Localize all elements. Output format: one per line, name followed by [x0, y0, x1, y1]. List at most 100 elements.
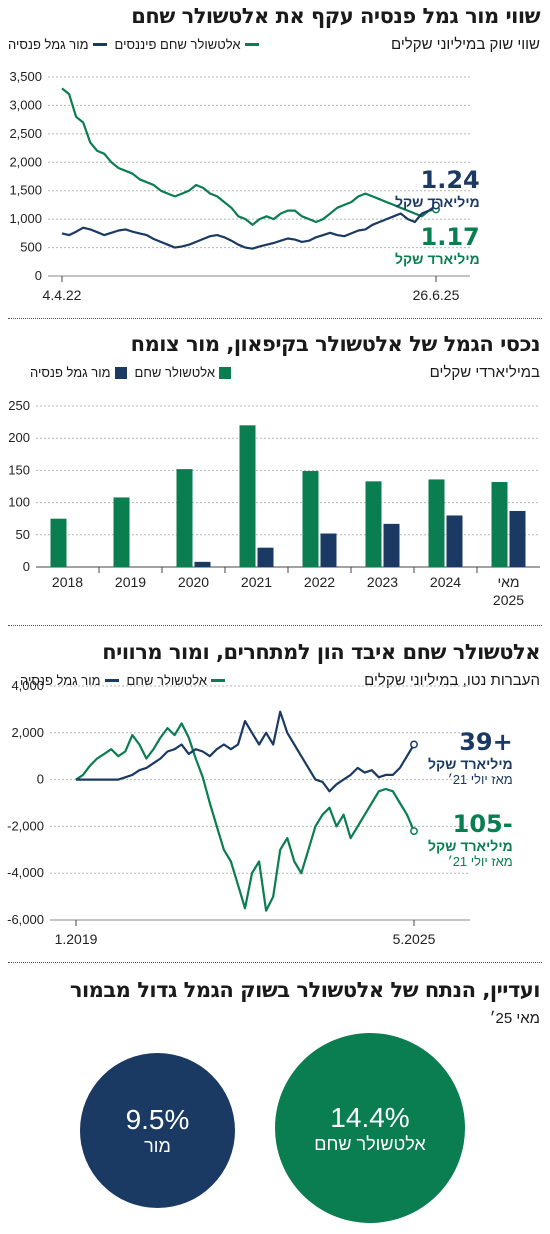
- bar: [446, 515, 463, 567]
- y-tick-label: 1,000: [9, 211, 42, 226]
- chart1-legend: אלטשולר שחם פיננסים מור גמל פנסיה: [8, 37, 259, 52]
- x-tick-label: 2019: [115, 574, 146, 590]
- chart1-title: שווי מור גמל פנסיה עקף את אלטשולר שחם: [131, 4, 540, 28]
- chart2-legend-mor: מור גמל פנסיה: [30, 365, 127, 380]
- series-end-marker: [410, 827, 418, 836]
- legend-swatch-icon: [104, 679, 119, 682]
- legend-label: מור גמל פנסיה: [8, 37, 89, 52]
- bar: [176, 469, 193, 567]
- chart3-annotation-mor: +39 מיליארד שקל מאז יולי 21׳: [428, 728, 513, 787]
- legend-swatch-icon: [92, 43, 107, 46]
- x-tick-label: 2024: [430, 574, 461, 590]
- y-tick-label: 3,000: [9, 97, 42, 112]
- x-tick-label: 2021: [241, 574, 272, 590]
- chart3-subtitle: העברות נטו, במיליוני שקלים: [364, 672, 540, 689]
- share-name: מור: [144, 1136, 171, 1156]
- x-tick-label: 2022: [304, 574, 335, 590]
- y-tick-label: 1,500: [9, 183, 42, 198]
- y-tick-label: 0: [35, 268, 42, 283]
- legend-label: מור גמל פנסיה: [30, 365, 111, 380]
- legend-label: אלטשולר שחם פיננסים: [114, 37, 241, 52]
- x-tick-label: 26.6.25: [413, 287, 460, 303]
- series-end-marker: [432, 201, 440, 210]
- y-tick-label: 2,000: [11, 725, 44, 740]
- chart4-subtitle: מאי 25׳: [489, 1010, 540, 1027]
- legend-swatch-icon: [211, 679, 225, 682]
- bar: [50, 518, 67, 567]
- chart1-annotation-mor: 1.24 מיליארד שקל: [395, 166, 480, 210]
- bar: [509, 510, 526, 567]
- section-divider: [8, 318, 542, 319]
- x-tick-label: 2023: [367, 574, 398, 590]
- annotation-unit: מיליארד שקל: [428, 838, 513, 854]
- x-tick-label: 5.2025: [393, 931, 436, 947]
- series-line: [61, 87, 437, 226]
- y-tick-label: 2,000: [9, 154, 42, 169]
- chart3-annotation-altshuler: -105 מיליארד שקל מאז יולי 21׳: [428, 810, 513, 869]
- x-tick-label: 2020: [178, 574, 209, 590]
- section-divider: [8, 625, 542, 626]
- legend-swatch-icon: [114, 366, 127, 379]
- share-name: אלטשולר שחם: [314, 1133, 426, 1154]
- y-tick-label: 200: [8, 430, 30, 445]
- bar: [383, 523, 400, 567]
- bar: [239, 425, 256, 567]
- annotation-value: +39: [459, 728, 513, 756]
- bar: [194, 561, 211, 567]
- x-tick-label: מאי: [497, 574, 519, 590]
- share-value: 9.5%: [125, 1104, 190, 1135]
- chart2-subtitle: במיליארדי שקלים: [429, 364, 540, 381]
- annotation-since: מאז יולי 21׳: [447, 854, 513, 869]
- x-tick-label: 1.2019: [55, 931, 98, 947]
- chart1-legend-mor: מור גמל פנסיה: [8, 37, 107, 52]
- legend-label: מור גמל פנסיה: [20, 673, 101, 688]
- y-tick-label: 3,500: [9, 69, 42, 84]
- annotation-value: 1.17: [420, 223, 480, 251]
- legend-label: אלטשולר שחם: [126, 673, 207, 688]
- bar: [491, 481, 508, 567]
- annotation-unit: מיליארד שקל: [395, 194, 480, 210]
- legend-swatch-icon: [219, 366, 231, 379]
- chart1-subtitle: שווי שוק במיליוני שקלים: [391, 36, 540, 53]
- chart3-legend-altshuler: אלטשולר שחם: [127, 673, 225, 688]
- bar: [113, 497, 130, 567]
- y-tick-label: 150: [8, 462, 30, 477]
- y-tick-label: -2,000: [7, 818, 44, 833]
- annotation-unit: מיליארד שקל: [395, 251, 480, 267]
- y-tick-label: -6,000: [7, 912, 44, 927]
- section-divider: [8, 962, 542, 963]
- bar: [320, 533, 337, 567]
- chart2-legend-altshuler: אלטשולר שחם: [135, 365, 231, 380]
- chart3-legend: אלטשולר שחם מור גמל פנסיה: [20, 673, 225, 688]
- chart1-annotation-altshuler: 1.17 מיליארד שקל: [395, 223, 480, 267]
- x-tick-label: 2025: [493, 592, 524, 608]
- annotation-value: -105: [452, 810, 513, 838]
- y-tick-label: 500: [20, 240, 42, 255]
- y-tick-label: 0: [37, 772, 44, 787]
- chart3-plot: 4,000 2,000 0 -2,000 -4,000 -6,000 1.2019 5.202…: [7, 680, 470, 947]
- annotation-unit: מיליארד שקל: [428, 756, 513, 772]
- y-tick-label: 100: [8, 495, 30, 510]
- annotation-since: מאז יולי 21׳: [447, 772, 513, 787]
- y-tick-label: 50: [16, 527, 30, 542]
- bar: [302, 471, 319, 567]
- series-line: [76, 710, 415, 793]
- chart1-legend-altshuler: אלטשולר שחם פיננסים: [115, 37, 259, 52]
- x-tick-label: 2018: [52, 574, 83, 590]
- series-end-marker: [410, 740, 418, 749]
- y-tick-label: 0: [23, 559, 30, 574]
- series-line: [61, 204, 437, 250]
- legend-swatch-icon: [244, 43, 259, 46]
- chart3-legend-mor: מור גמל פנסיה: [20, 673, 119, 688]
- bar: [365, 481, 382, 567]
- legend-label: אלטשולר שחם: [134, 365, 215, 380]
- bar: [257, 547, 274, 567]
- y-tick-label: 250: [8, 398, 30, 413]
- series-line: [75, 722, 416, 912]
- bar: [428, 479, 445, 567]
- chart2-plot: 250 200 150 100 50 0 2018 2019 2020 2021 2022 2023 2…: [8, 398, 540, 608]
- chart3-title: אלטשולר שחם איבד הון למתחרים, ומור מרווי…: [102, 640, 540, 664]
- y-tick-label: -4,000: [7, 865, 44, 880]
- chart1-plot: 3,500 3,000 2,500 2,000 1,500 1,000 500 04.4.22…: [9, 69, 470, 303]
- y-tick-label: 4,000: [11, 680, 44, 693]
